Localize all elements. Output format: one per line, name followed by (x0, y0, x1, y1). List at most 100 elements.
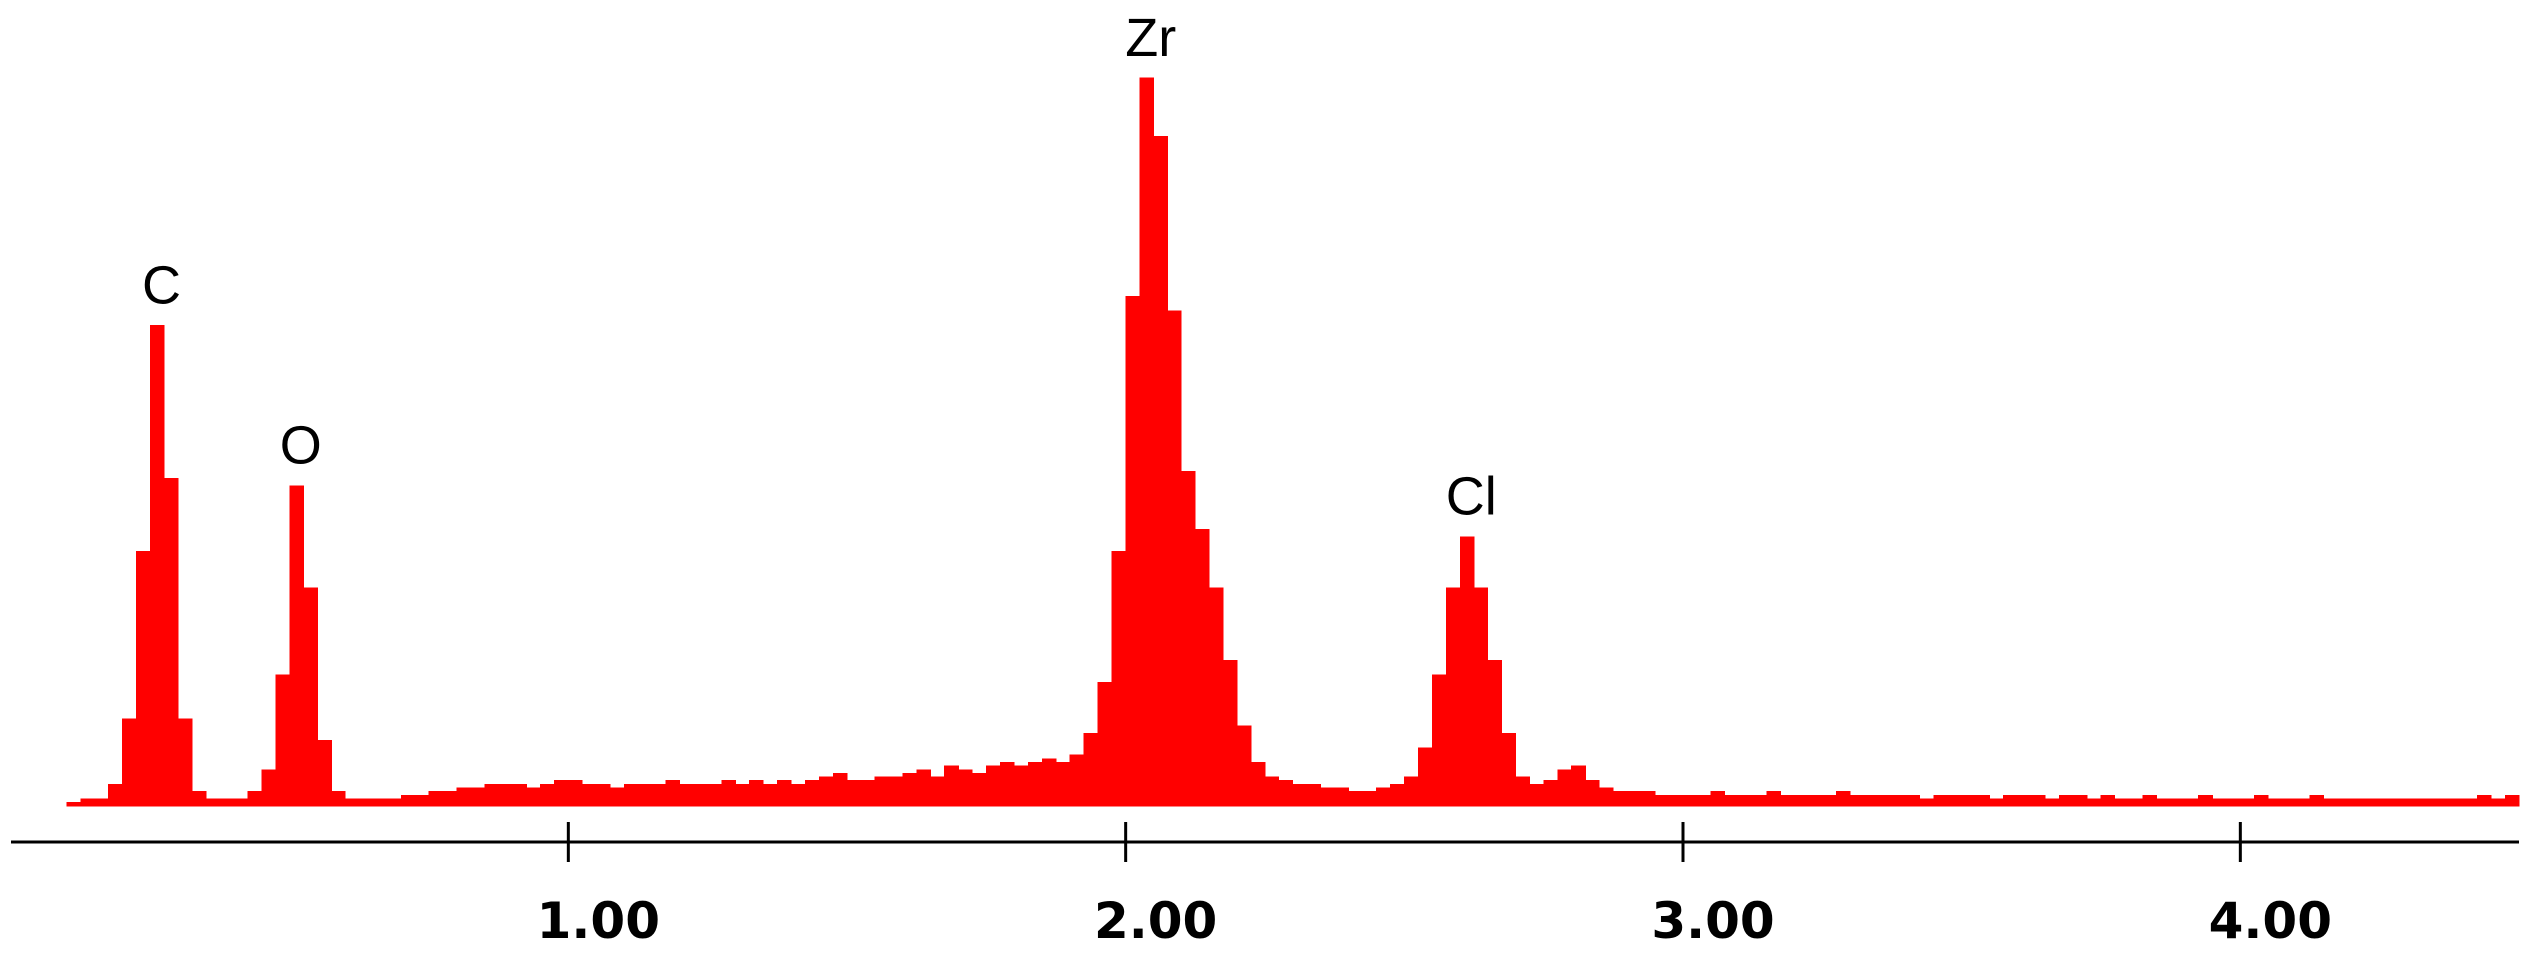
bar (2462, 798, 2478, 807)
bar (2490, 798, 2506, 807)
bar (94, 798, 109, 807)
bar (1306, 783, 1322, 807)
bar (1111, 550, 1126, 807)
bar (1334, 787, 1349, 807)
bar (331, 791, 346, 807)
bar (623, 783, 639, 807)
bar (804, 780, 820, 807)
bar (1515, 776, 1531, 807)
bar (2281, 798, 2297, 807)
bar (2170, 798, 2185, 807)
bar (1041, 758, 1057, 807)
bar (456, 787, 472, 807)
bar (581, 783, 597, 807)
bar (1083, 732, 1099, 807)
bar (317, 740, 332, 807)
bar (2351, 798, 2367, 807)
peak-label: Zr (1125, 8, 1176, 68)
bar (2476, 794, 2492, 807)
bar (1752, 794, 1767, 807)
bar (2421, 798, 2436, 807)
bar (359, 798, 374, 807)
bar (289, 485, 304, 807)
bar (1626, 791, 1642, 807)
x-tick-label: 3.00 (1651, 892, 1774, 950)
peak-label: C (142, 256, 181, 316)
bar (2240, 798, 2255, 807)
bar (1181, 470, 1196, 807)
bar (484, 783, 499, 807)
bar (1766, 791, 1781, 807)
bar (1863, 794, 1879, 807)
bar (846, 780, 862, 807)
bar (400, 794, 416, 807)
bar (2184, 798, 2199, 807)
bar (999, 762, 1015, 807)
bar (2086, 798, 2102, 807)
bar (595, 783, 611, 807)
peak-label: Cl (1446, 467, 1497, 527)
bar (2044, 798, 2060, 807)
bar (1599, 787, 1614, 807)
bar (777, 780, 792, 807)
bar (1640, 791, 1656, 807)
bar (2267, 798, 2283, 807)
bar (2156, 798, 2171, 807)
bar (1654, 794, 1670, 807)
bar (1264, 776, 1280, 807)
bar (275, 674, 290, 807)
bar (1557, 769, 1572, 807)
bar (205, 798, 221, 807)
bar (1919, 798, 1935, 807)
bar (233, 798, 249, 807)
bar (247, 791, 263, 807)
bar (568, 780, 583, 807)
bar (790, 783, 806, 807)
bar (1125, 296, 1140, 807)
bar (2309, 794, 2325, 807)
bar (554, 780, 569, 807)
bar (1822, 794, 1837, 807)
bar (1348, 791, 1363, 807)
bar (303, 587, 318, 807)
bar (1320, 787, 1335, 807)
bar (2323, 798, 2339, 807)
bar (163, 478, 179, 807)
bar (832, 772, 848, 807)
bar (2031, 794, 2046, 807)
bar (470, 787, 486, 807)
bar (1473, 587, 1489, 807)
bar (1390, 783, 1405, 807)
bar (345, 798, 360, 807)
bar (1250, 762, 1266, 807)
bar (1027, 762, 1043, 807)
bar (2212, 798, 2227, 807)
bar (1501, 732, 1517, 807)
bar (1989, 798, 2004, 807)
bar (2504, 794, 2520, 807)
bar (2003, 794, 2018, 807)
bar (1487, 660, 1503, 807)
bar (540, 783, 555, 807)
bar (1445, 587, 1461, 807)
peak-label: O (280, 416, 322, 476)
bar (1808, 794, 1823, 807)
bar (2365, 798, 2380, 807)
bar (888, 776, 904, 807)
bar (191, 791, 207, 807)
bar (2337, 798, 2353, 807)
bar (609, 787, 625, 807)
bar (428, 791, 444, 807)
bar (707, 783, 722, 807)
bar (2100, 794, 2116, 807)
bar (150, 325, 165, 807)
x-tick-label: 4.00 (2209, 892, 2332, 950)
bar (2253, 794, 2269, 807)
bar (219, 798, 235, 807)
bar (665, 780, 681, 807)
x-tick-label: 2.00 (1094, 892, 1217, 950)
bar (1459, 536, 1475, 807)
bar (818, 776, 834, 807)
bar (1933, 794, 1949, 807)
